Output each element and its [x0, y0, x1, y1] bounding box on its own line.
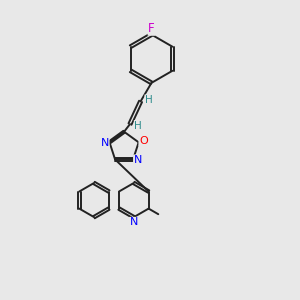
Text: F: F — [148, 22, 155, 35]
Text: H: H — [145, 95, 153, 105]
Text: H: H — [134, 121, 142, 130]
Text: N: N — [134, 155, 142, 165]
Text: N: N — [130, 218, 138, 227]
Text: N: N — [100, 138, 109, 148]
Text: O: O — [139, 136, 148, 146]
